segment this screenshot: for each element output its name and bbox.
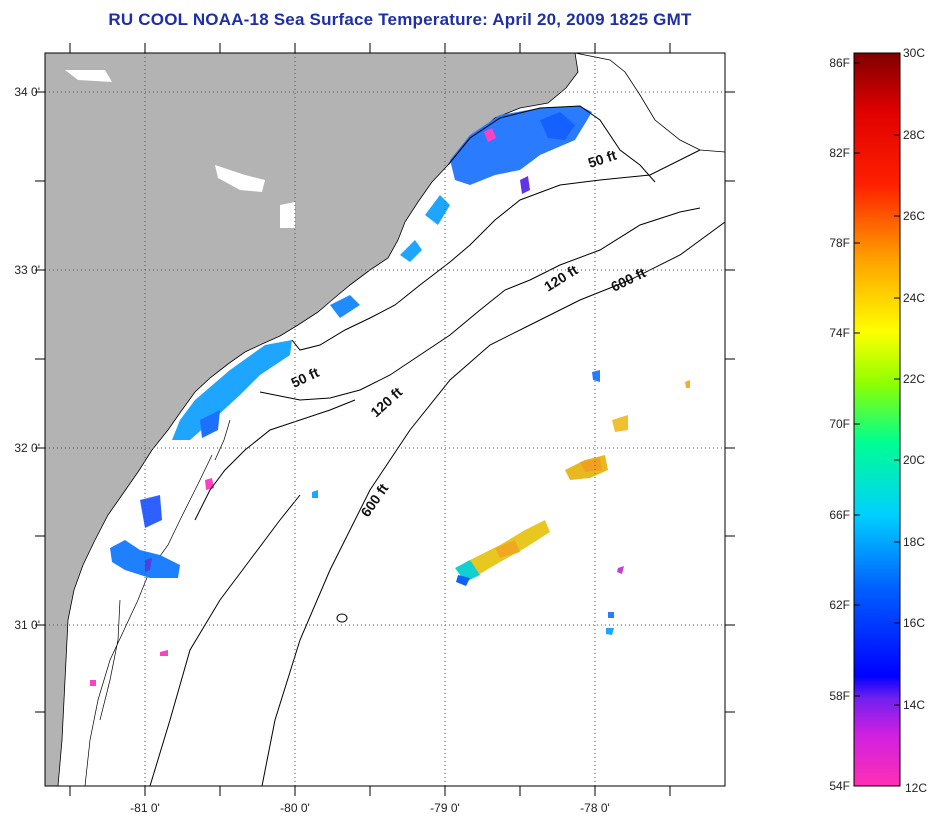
y-tick-label: 34 0' — [14, 85, 40, 99]
colorbar-c-label: 22C — [903, 372, 925, 386]
colorbar-f-label: 58F — [829, 689, 850, 703]
map-frame — [44, 52, 726, 787]
tick-marks — [35, 43, 735, 796]
colorbar-ticks — [854, 52, 900, 787]
y-tick-label: 33 0' — [14, 263, 40, 277]
colorbar-gradient — [853, 52, 901, 787]
colorbar-f-label: 66F — [829, 508, 850, 522]
sst-data-patches — [90, 106, 690, 686]
map-title: RU COOL NOAA-18 Sea Surface Temperature:… — [108, 10, 692, 29]
colorbar-c-label: 26C — [903, 209, 925, 223]
colorbar-c-label: 30C — [903, 46, 925, 60]
bathymetry-contours — [149, 105, 725, 786]
colorbar-c-label: 20C — [903, 453, 925, 467]
colorbar-f-label: 86F — [829, 56, 850, 70]
colorbar-f-label: 78F — [829, 236, 850, 250]
inner-coast — [84, 419, 231, 786]
x-tick-label: -78 0' — [580, 801, 610, 815]
colorbar-c-label: 18C — [903, 535, 925, 549]
graticule — [45, 53, 725, 786]
cloud-blobs — [65, 70, 295, 228]
colorbar-f-label: 82F — [829, 146, 850, 160]
colorbar-c-label: 16C — [903, 616, 925, 630]
x-tick-label: -80 0' — [280, 801, 310, 815]
land-mass — [45, 53, 578, 786]
colorbar-f-label: 70F — [829, 417, 850, 431]
colorbar-f-label: 62F — [829, 598, 850, 612]
y-tick-label: 32 0' — [14, 441, 40, 455]
x-tick-label: -79 0' — [430, 801, 460, 815]
colorbar-f-label: 54F — [829, 779, 850, 793]
colorbar-c-label: 14C — [903, 698, 925, 712]
colorbar-c-label: 12C — [905, 781, 927, 795]
x-tick-label: -81 0' — [130, 801, 160, 815]
colorbar-f-label: 74F — [829, 326, 850, 340]
land-cape — [574, 53, 725, 153]
colorbar-c-label: 28C — [903, 128, 925, 142]
colorbar-c-label: 24C — [903, 291, 925, 305]
seamount-contour — [336, 613, 348, 623]
y-tick-label: 31 0' — [14, 618, 40, 632]
